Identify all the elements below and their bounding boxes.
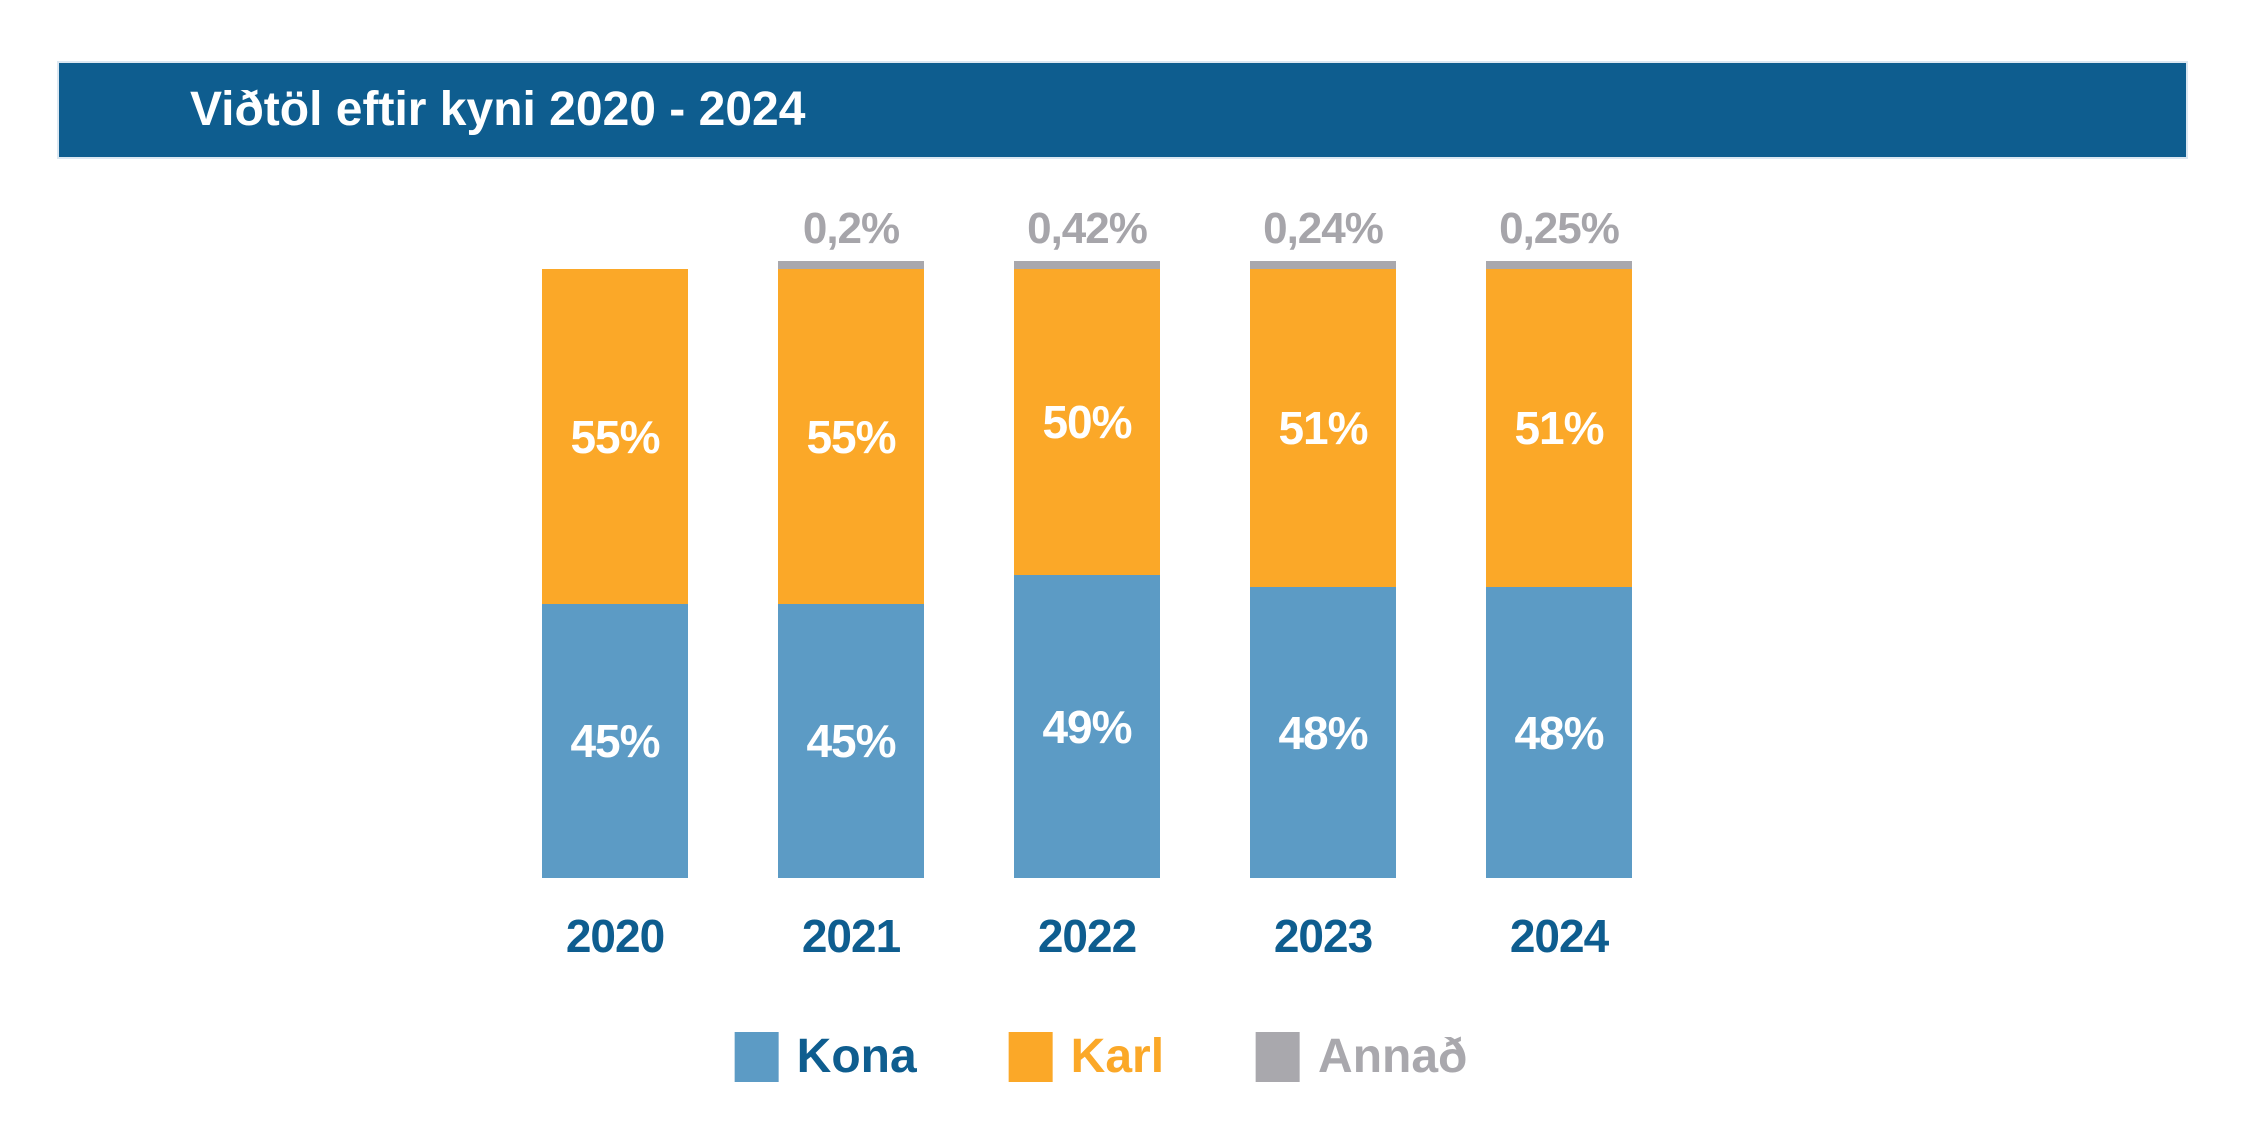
legend-item-annad: Annað xyxy=(1256,1032,1467,1082)
bar-group-2023: 0,24% 51% 48% 2023 xyxy=(1250,0,1396,1146)
bar-segment-kona-2024: 48% xyxy=(1486,587,1632,878)
bar-value-label: 48% xyxy=(1514,706,1604,759)
x-axis-label-2021: 2021 xyxy=(801,910,901,962)
bar-value-label: 45% xyxy=(570,715,660,767)
bar-segment-karl-2024: 51% xyxy=(1486,269,1632,587)
bar-value-label: 50% xyxy=(1042,396,1132,448)
bar-segment-annad-2024 xyxy=(1486,261,1632,269)
bar-value-label: 51% xyxy=(1278,402,1368,454)
bar-segment-karl-2020: 55% xyxy=(542,269,688,604)
bar-segment-karl-2021: 55% xyxy=(778,269,924,604)
bar-group-2022: 0,42% 50% 49% 2022 xyxy=(1014,0,1160,1146)
annad-value-label-2023: 0,24% xyxy=(1263,204,1384,253)
bar-value-label: 51% xyxy=(1514,402,1604,454)
annad-value-label-2022: 0,42% xyxy=(1027,204,1148,253)
bar-group-2020: 55% 45% 2020 xyxy=(542,0,688,1146)
x-axis-label-2020: 2020 xyxy=(565,910,665,962)
bar-value-label: 55% xyxy=(570,410,660,463)
bar-value-label: 55% xyxy=(806,410,896,463)
x-axis-label-2022: 2022 xyxy=(1037,910,1137,962)
bar-segment-kona-2022: 49% xyxy=(1014,575,1160,878)
bar-value-label: 45% xyxy=(806,715,896,767)
bar-segment-karl-2022: 50% xyxy=(1014,269,1160,575)
bar-value-label: 48% xyxy=(1278,706,1368,759)
bar-value-label: 49% xyxy=(1042,700,1132,753)
annad-value-label-2024: 0,25% xyxy=(1499,204,1620,253)
bar-segment-kona-2023: 48% xyxy=(1250,587,1396,878)
bar-segment-annad-2023 xyxy=(1250,261,1396,269)
x-axis-label-2024: 2024 xyxy=(1509,910,1609,962)
legend: Kona Karl Annað xyxy=(734,1030,1467,1083)
bar-segment-annad-2021 xyxy=(778,261,924,269)
legend-label-annad: Annað xyxy=(1318,1030,1468,1083)
bar-group-2024: 0,25% 51% 48% 2024 xyxy=(1486,0,1632,1146)
legend-label-kona: Kona xyxy=(796,1030,917,1083)
title-banner: Viðtöl eftir kyni 2020 - 2024 xyxy=(59,63,2186,157)
legend-label-karl: Karl xyxy=(1070,1030,1165,1083)
annad-swatch-icon xyxy=(1256,1032,1301,1082)
bar-segment-karl-2023: 51% xyxy=(1250,269,1396,587)
karl-swatch-icon xyxy=(1008,1032,1053,1082)
chart-title: Viðtöl eftir kyni 2020 - 2024 xyxy=(190,83,806,136)
bar-group-2021: 0,2% 55% 45% 2021 xyxy=(778,0,924,1146)
annad-value-label-2021: 0,2% xyxy=(802,204,900,253)
x-axis-label-2023: 2023 xyxy=(1273,910,1373,962)
bar-segment-annad-2022 xyxy=(1014,261,1160,269)
bar-segment-kona-2020: 45% xyxy=(542,604,688,878)
kona-swatch-icon xyxy=(734,1032,779,1082)
bar-segment-kona-2021: 45% xyxy=(778,604,924,878)
legend-item-kona: Kona xyxy=(734,1030,917,1083)
legend-item-karl: Karl xyxy=(1008,1030,1165,1083)
